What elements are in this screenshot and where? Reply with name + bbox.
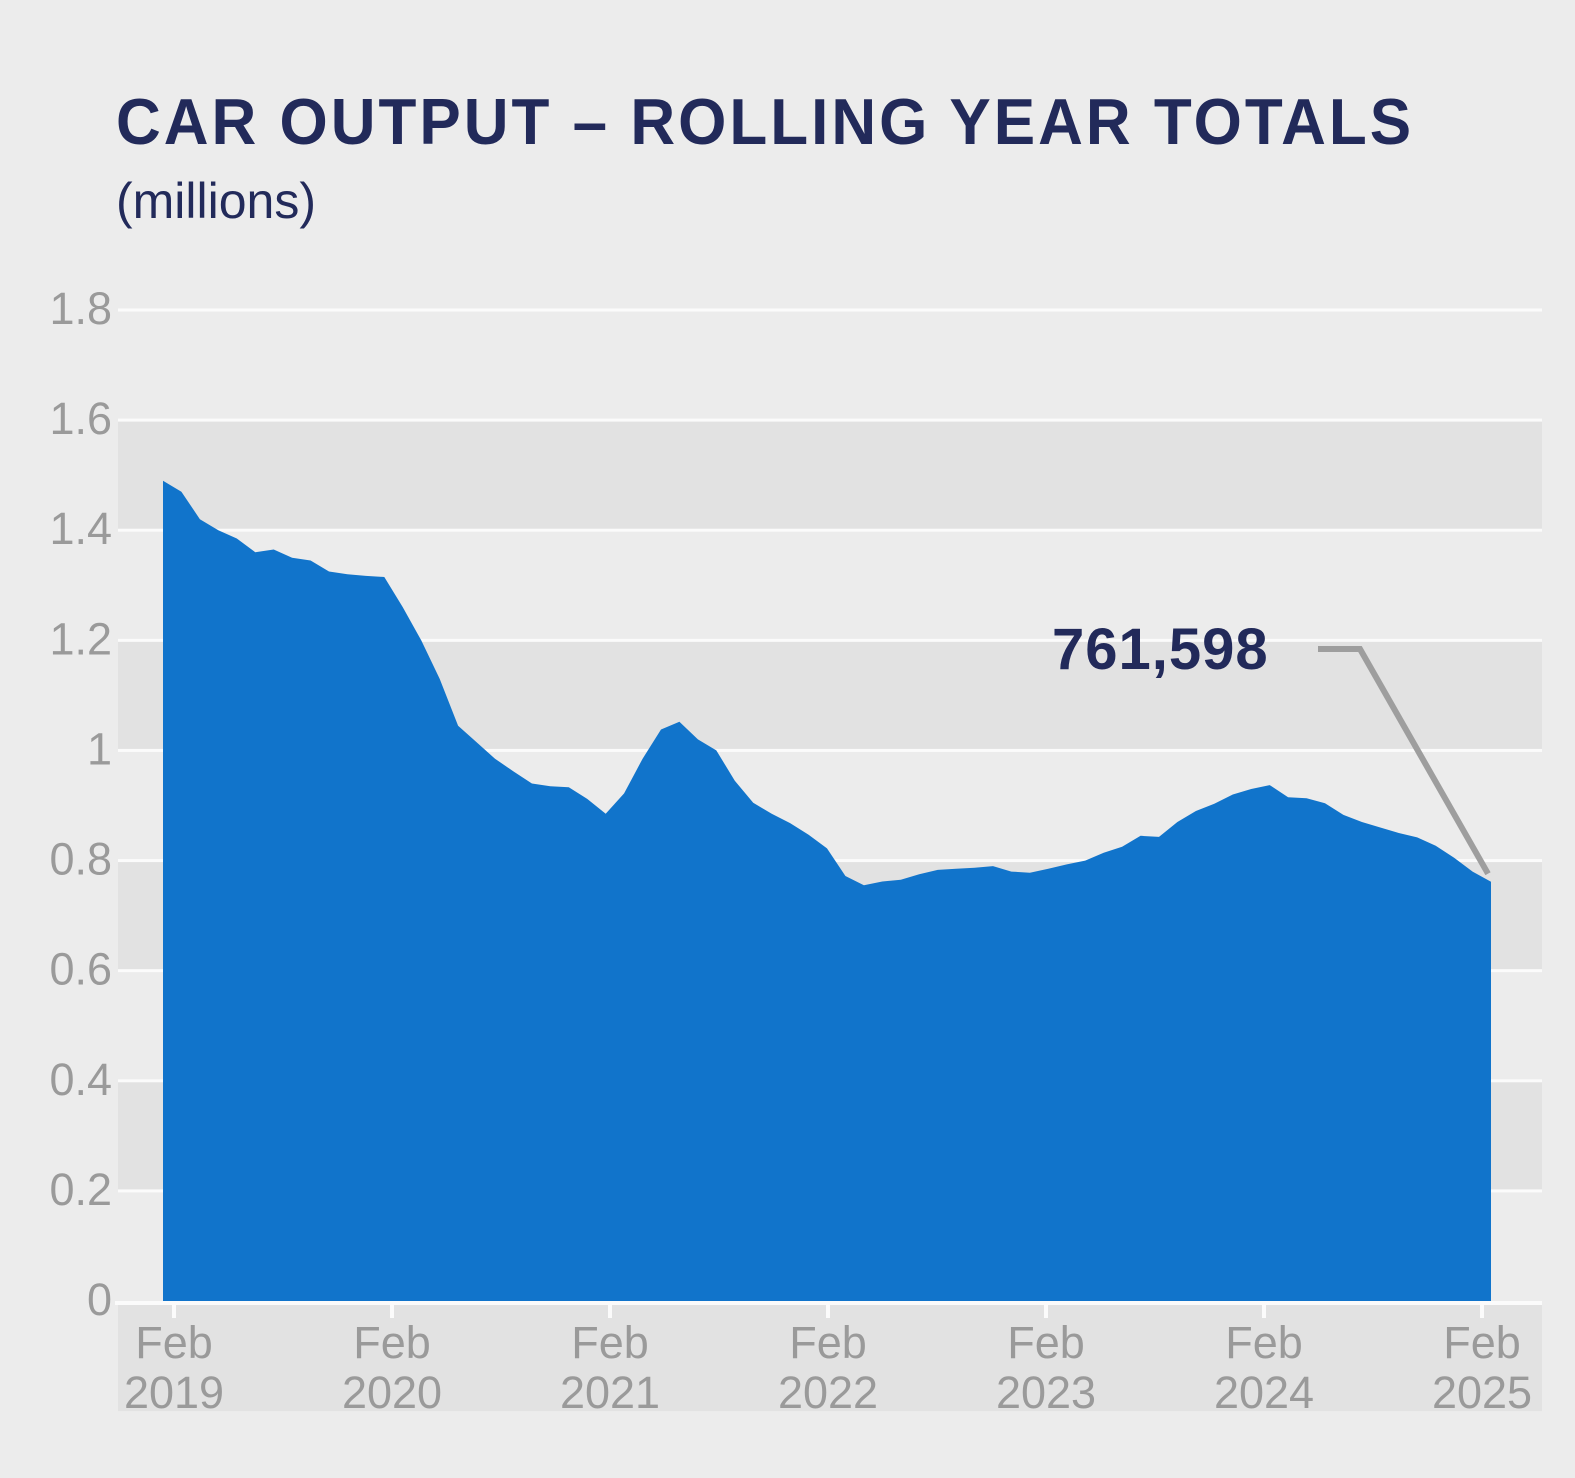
y-axis-label: 1 xyxy=(87,723,112,774)
gridline xyxy=(118,308,1542,312)
y-axis-label: 1.6 xyxy=(49,393,112,444)
y-axis-label: 1.4 xyxy=(49,503,112,554)
x-tick-mark xyxy=(826,1301,830,1318)
x-tick-mark xyxy=(608,1301,612,1318)
x-axis-label-month: Feb xyxy=(1443,1317,1521,1368)
x-axis-label-month: Feb xyxy=(789,1317,867,1368)
x-axis-label-month: Feb xyxy=(1225,1317,1303,1368)
area-series xyxy=(163,480,1491,1301)
y-axis-label: 0.6 xyxy=(49,944,112,995)
annotation-label: 761,598 xyxy=(1052,617,1269,682)
x-tick-mark xyxy=(1480,1301,1484,1318)
y-axis-label: 0.2 xyxy=(49,1164,112,1215)
y-axis-label: 0.8 xyxy=(49,834,112,885)
chart-title: CAR OUTPUT – ROLLING YEAR TOTALS xyxy=(116,87,1415,159)
gridline xyxy=(118,748,1542,752)
gridline xyxy=(118,418,1542,422)
x-axis-label-year: 2020 xyxy=(342,1367,442,1418)
x-axis-label-year: 2024 xyxy=(1214,1367,1314,1418)
gridline xyxy=(118,638,1542,642)
x-tick-mark xyxy=(390,1301,394,1318)
x-tick-mark xyxy=(172,1301,176,1318)
background-band xyxy=(118,1301,1542,1412)
annotation-leader-line xyxy=(1318,646,1491,876)
x-tick-mark xyxy=(1044,1301,1048,1318)
chart-subtitle: (millions) xyxy=(116,173,316,229)
y-axis-label: 1.8 xyxy=(49,283,112,334)
x-axis-label-year: 2022 xyxy=(778,1367,878,1418)
y-axis-label: 1.2 xyxy=(49,613,112,664)
x-tick-mark xyxy=(1262,1301,1266,1318)
x-axis-label-month: Feb xyxy=(1007,1317,1085,1368)
x-axis-label-year: 2023 xyxy=(996,1367,1096,1418)
y-axis-label: 0.4 xyxy=(49,1054,112,1105)
gridline xyxy=(118,528,1542,532)
x-axis-label-year: 2021 xyxy=(560,1367,660,1418)
x-axis-label-year: 2025 xyxy=(1432,1367,1532,1418)
x-axis-label-year: 2019 xyxy=(124,1367,224,1418)
y-axis-label: 0 xyxy=(87,1274,112,1325)
x-axis-label-month: Feb xyxy=(135,1317,213,1368)
x-axis-label-month: Feb xyxy=(571,1317,649,1368)
background-band xyxy=(118,420,1542,531)
x-axis-label-month: Feb xyxy=(353,1317,431,1368)
